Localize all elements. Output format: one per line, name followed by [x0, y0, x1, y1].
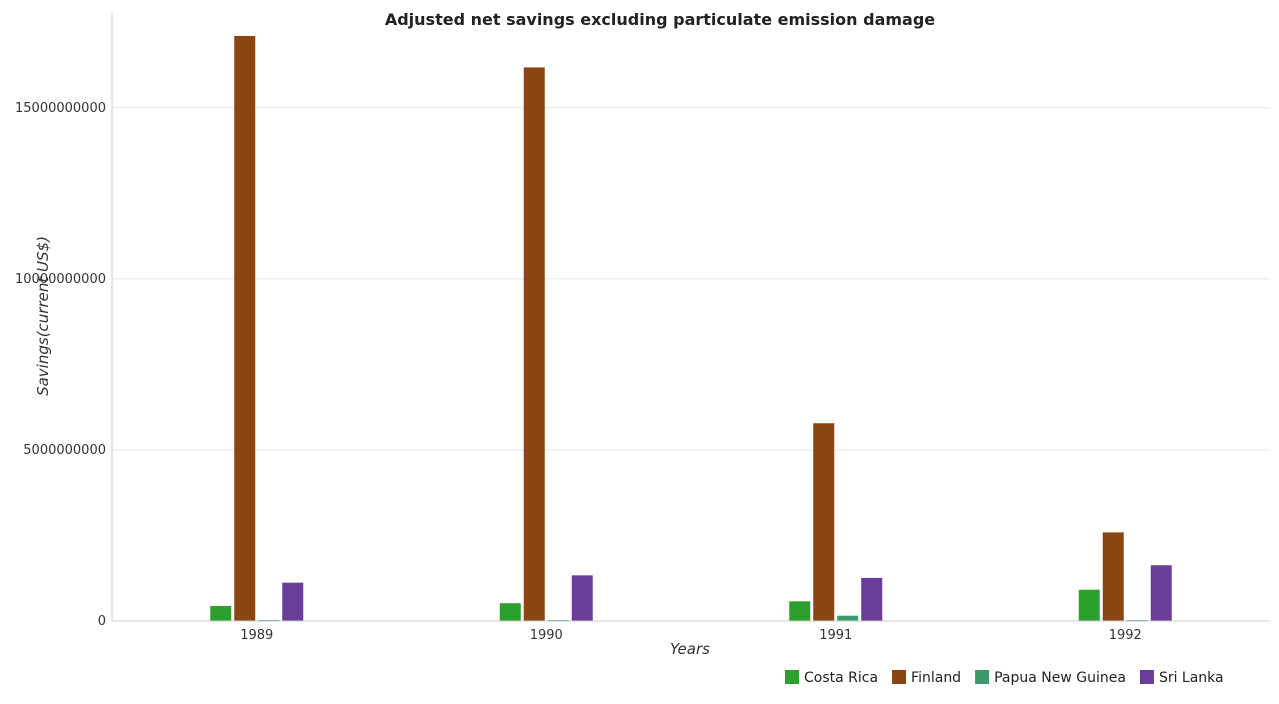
legend-label: Finland [911, 670, 961, 686]
legend-label: Costa Rica [804, 670, 878, 686]
bar [210, 605, 232, 621]
bar [282, 582, 304, 621]
x-tick-label: 1991 [819, 628, 852, 643]
legend-swatch [892, 670, 907, 684]
bar [523, 67, 545, 621]
chart-title: Adjusted net savings excluding particula… [385, 10, 935, 29]
legend-swatch [785, 670, 799, 684]
x-axis-title: Years [670, 640, 710, 658]
bar [499, 603, 521, 621]
x-tick-label: 1992 [1109, 628, 1142, 643]
bar [837, 615, 859, 621]
legend-swatch [1139, 670, 1154, 684]
y-tick-label: 0 [98, 614, 106, 629]
legend-label: Sri Lanka [1159, 670, 1224, 686]
grid-lines [112, 107, 1270, 622]
bar [1150, 565, 1172, 621]
bar [234, 35, 256, 621]
y-tick-label: 5000000000 [23, 443, 106, 458]
bar [1102, 532, 1124, 621]
legend-swatch [975, 670, 990, 684]
legend-label: Papua New Guinea [994, 670, 1126, 686]
y-tick-label: 15000000000 [15, 101, 106, 116]
bars [210, 35, 1172, 621]
y-axis-title: Savings(current US$) [34, 236, 52, 396]
bar [789, 601, 811, 621]
x-tick-labels: 1989 1990 1991 1992 [240, 628, 1142, 643]
bar [571, 575, 593, 621]
legend: Costa Rica Finland Papua New Guinea Sri Lan… [785, 670, 1224, 686]
y-tick-label: 10000000000 [15, 272, 106, 287]
x-tick-label: 1989 [240, 628, 273, 643]
x-tick-label: 1990 [530, 628, 563, 643]
bar [861, 577, 883, 621]
y-tick-labels: 0 5000000000 10000000000 15000000000 [15, 101, 106, 629]
bar [1078, 589, 1100, 621]
bar [813, 423, 835, 621]
